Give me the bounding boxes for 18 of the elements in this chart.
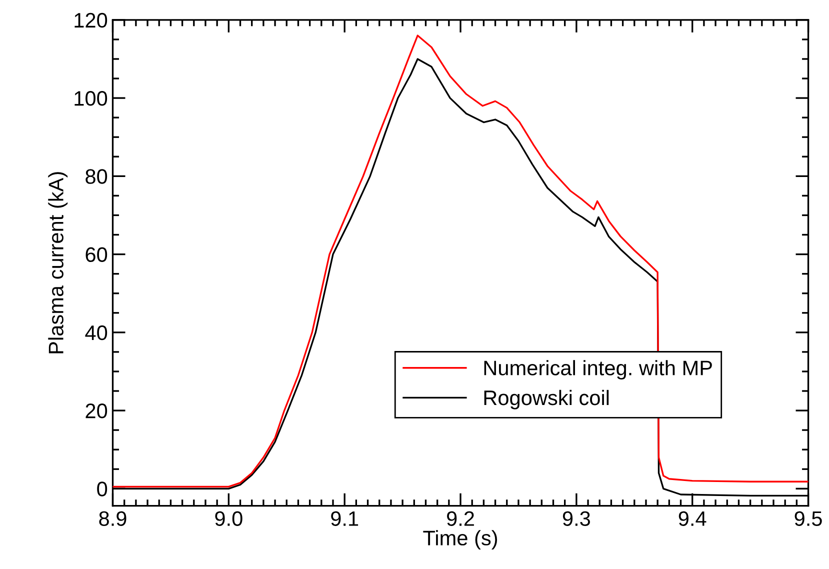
y-tick-label: 20 <box>86 404 108 418</box>
x-tick-label: 9.0 <box>215 511 242 526</box>
x-tick-label: 9.4 <box>678 511 706 526</box>
y-tick-label: 0 <box>97 482 108 496</box>
y-tick-label: 40 <box>85 325 108 340</box>
x-tick-label: 9.2 <box>447 511 474 526</box>
y-tick-label: 120 <box>74 12 108 28</box>
x-tick-label: 9.3 <box>562 511 590 526</box>
legend-label: Numerical integ. with MP <box>484 360 712 380</box>
y-tick-label: 100 <box>74 91 108 106</box>
y-tick-label: 60 <box>86 247 108 262</box>
y-axis-title: Plasma current (kA) <box>48 172 68 354</box>
x-axis-title: Time (s) <box>423 530 498 550</box>
y-tick-label: 80 <box>86 169 108 184</box>
legend-label: Rogowski coil <box>484 390 609 410</box>
x-tick-label: 8.9 <box>99 511 126 526</box>
x-tick-label: 9.5 <box>794 511 822 526</box>
x-tick-label: 9.1 <box>331 511 358 526</box>
